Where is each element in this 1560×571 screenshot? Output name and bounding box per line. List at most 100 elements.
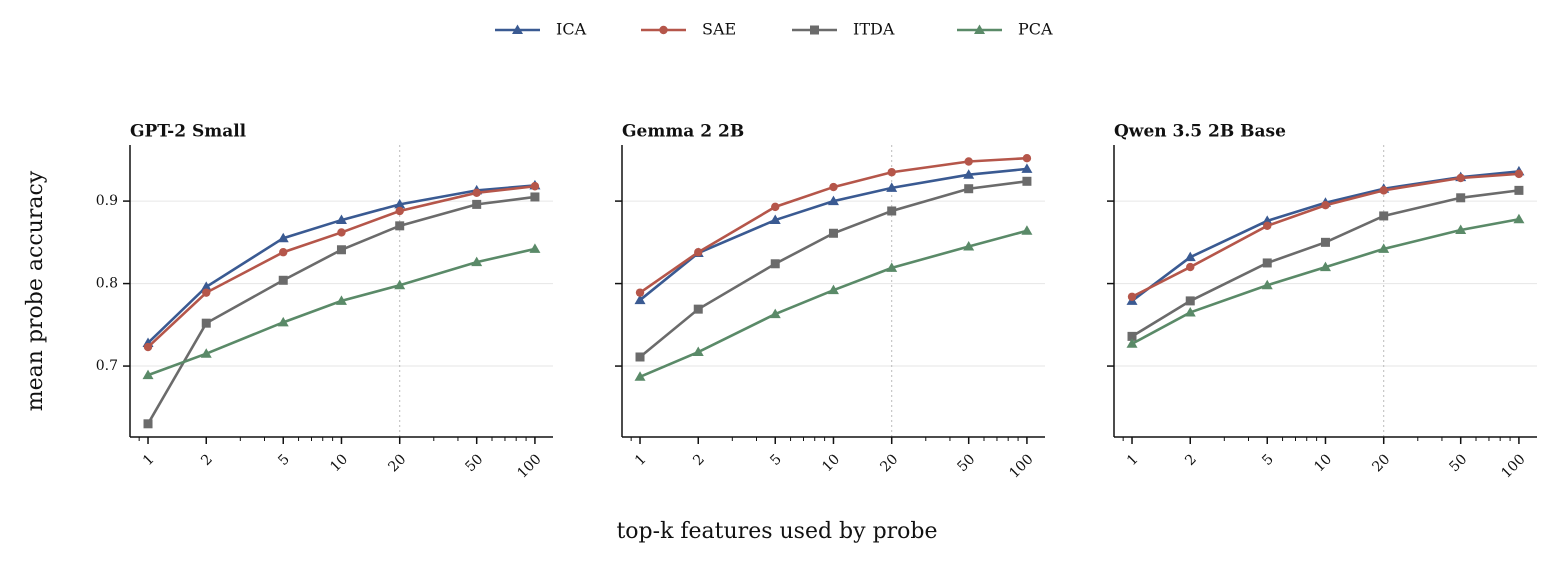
y-tick-label: 0.8	[96, 276, 118, 292]
marker	[1126, 338, 1138, 348]
x-tick-label: 2	[1182, 451, 1200, 469]
marker	[964, 157, 973, 166]
marker	[1022, 176, 1032, 186]
marker	[277, 316, 289, 327]
x-tick-label: 5	[767, 451, 785, 469]
marker	[1186, 262, 1195, 272]
marker	[278, 275, 288, 285]
marker	[529, 243, 541, 253]
marker	[963, 240, 975, 251]
series-line	[1131, 170, 1520, 302]
marker	[395, 206, 404, 216]
legend-label: PCA	[1018, 20, 1053, 39]
marker	[659, 25, 668, 35]
marker	[337, 228, 346, 237]
x-tick-label: 1	[1124, 451, 1142, 469]
marker	[693, 304, 703, 314]
y-axis-label: mean probe accuracy	[23, 170, 48, 411]
marker	[634, 371, 646, 381]
marker	[1456, 193, 1466, 203]
series-line	[639, 180, 1028, 358]
marker	[335, 214, 347, 225]
marker	[887, 168, 896, 177]
marker	[395, 221, 405, 231]
panel-title: Qwen 3.5 2B Base	[1114, 122, 1286, 142]
marker	[201, 318, 211, 328]
marker	[1378, 243, 1390, 253]
x-tick-label: 10	[819, 451, 843, 475]
marker	[279, 248, 288, 257]
marker	[143, 419, 153, 429]
marker	[1319, 261, 1331, 272]
marker	[1021, 225, 1033, 235]
marker	[692, 346, 704, 357]
y-tick-label: 0.7	[96, 358, 118, 374]
marker	[1513, 213, 1525, 224]
marker	[635, 288, 645, 297]
marker	[1127, 331, 1137, 341]
marker	[886, 182, 898, 192]
x-tick-label: 50	[1446, 451, 1470, 475]
marker	[512, 24, 523, 34]
x-tick-label: 10	[327, 451, 351, 475]
marker	[1456, 173, 1465, 183]
marker	[963, 169, 975, 179]
marker	[634, 294, 646, 305]
x-tick-label: 5	[1259, 451, 1277, 469]
marker	[886, 262, 898, 272]
marker	[828, 228, 838, 238]
x-axis-label: top-k features used by probe	[616, 519, 937, 544]
marker	[827, 284, 839, 295]
marker	[810, 25, 819, 35]
marker	[1021, 163, 1033, 173]
x-tick-label: 1	[632, 451, 650, 469]
marker	[1455, 224, 1467, 234]
marker	[769, 308, 781, 319]
marker	[143, 342, 153, 352]
marker	[829, 182, 838, 192]
x-tick-label: 20	[877, 451, 901, 475]
marker	[1184, 251, 1196, 262]
marker	[472, 199, 482, 209]
marker	[530, 182, 540, 191]
x-tick-label: 100	[1498, 451, 1528, 481]
marker	[1127, 292, 1137, 301]
marker	[1184, 306, 1196, 317]
x-tick-label: 1	[140, 451, 158, 469]
y-tick-label: 0.9	[96, 193, 118, 209]
marker	[1321, 201, 1330, 210]
x-tick-label: 50	[954, 451, 978, 475]
x-tick-label: 5	[275, 451, 293, 469]
marker	[1320, 237, 1330, 247]
marker	[472, 188, 481, 198]
marker	[1514, 169, 1524, 179]
marker	[200, 348, 212, 358]
marker	[1185, 296, 1195, 306]
marker	[1262, 258, 1272, 268]
marker	[1022, 153, 1032, 163]
x-tick-label: 100	[514, 451, 544, 481]
marker	[142, 369, 154, 380]
marker	[471, 256, 483, 267]
marker	[530, 192, 540, 202]
marker	[635, 352, 645, 362]
marker	[394, 198, 406, 209]
legend-label: ICA	[556, 20, 587, 39]
marker	[1379, 211, 1389, 221]
marker	[1261, 279, 1273, 290]
marker	[827, 195, 839, 206]
series-line	[1131, 172, 1520, 298]
marker	[964, 184, 974, 194]
x-tick-label: 50	[462, 451, 486, 475]
marker	[887, 206, 897, 216]
marker	[336, 245, 346, 255]
marker	[1379, 186, 1388, 195]
marker	[694, 248, 703, 257]
x-tick-label: 2	[198, 451, 216, 469]
marker	[771, 202, 780, 212]
x-tick-label: 20	[1369, 451, 1393, 475]
marker	[769, 214, 781, 225]
marker	[1261, 215, 1273, 225]
